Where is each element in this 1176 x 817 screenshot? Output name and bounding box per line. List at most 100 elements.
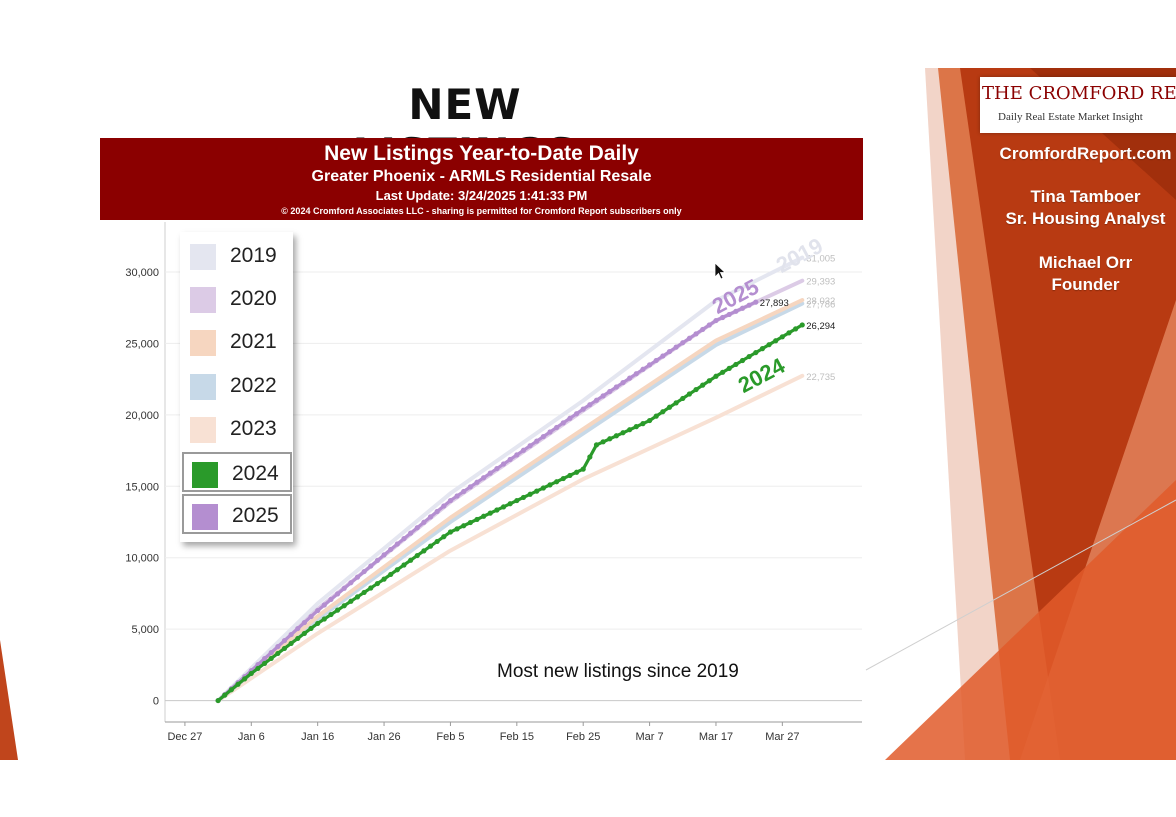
series-point-2025 bbox=[560, 420, 566, 426]
x-tick-label: Mar 27 bbox=[765, 731, 799, 743]
series-point-2024 bbox=[600, 439, 606, 445]
y-tick-label: 20,000 bbox=[125, 410, 159, 422]
legend-item-2024[interactable]: 2024 bbox=[182, 452, 292, 492]
end-label-2025: 27,893 bbox=[760, 298, 789, 309]
series-point-2024 bbox=[567, 472, 573, 479]
legend-swatch-2025 bbox=[192, 504, 218, 530]
end-label-2019: 31,005 bbox=[806, 254, 835, 265]
chart-title: New Listings Year-to-Date Daily bbox=[324, 142, 639, 165]
series-point-2025 bbox=[527, 443, 533, 449]
series-point-2024 bbox=[620, 430, 626, 436]
legend-item-2021[interactable]: 2021 bbox=[182, 322, 292, 362]
series-point-2024 bbox=[368, 585, 374, 591]
legend-label-2019: 2019 bbox=[230, 244, 277, 267]
series-big-label-2019: 2019 bbox=[772, 233, 827, 278]
person2-title: Founder bbox=[1051, 275, 1120, 294]
series-point-2024 bbox=[593, 442, 600, 448]
series-point-2024 bbox=[427, 543, 434, 549]
legend-swatch-2019 bbox=[190, 244, 216, 270]
series-point-2025 bbox=[354, 574, 361, 580]
legend-item-2020[interactable]: 2020 bbox=[182, 279, 292, 319]
series-point-2025 bbox=[720, 314, 726, 321]
series-point-2025 bbox=[434, 508, 440, 515]
chart-copyright: © 2024 Cromford Associates LLC - sharing… bbox=[281, 206, 682, 216]
series-point-2025 bbox=[421, 519, 427, 525]
series-point-2024 bbox=[706, 378, 712, 384]
series-point-2024 bbox=[627, 427, 633, 433]
legend-item-2023[interactable]: 2023 bbox=[182, 409, 292, 449]
legend-label-2021: 2021 bbox=[230, 330, 277, 353]
series-point-2025 bbox=[401, 535, 407, 542]
legend-label-2023: 2023 bbox=[230, 417, 277, 440]
series-point-2024 bbox=[388, 571, 394, 578]
y-tick-label: 25,000 bbox=[125, 338, 159, 350]
series-point-2025 bbox=[746, 302, 752, 308]
series-point-2024 bbox=[573, 469, 580, 475]
series-point-2025 bbox=[341, 585, 347, 591]
series-point-2025 bbox=[301, 619, 307, 626]
legend-label-2022: 2022 bbox=[230, 374, 277, 397]
series-line-2023 bbox=[216, 373, 805, 703]
series-point-2024 bbox=[467, 519, 473, 526]
series-point-2024 bbox=[733, 361, 739, 368]
series-point-2025 bbox=[487, 470, 493, 476]
legend-swatch-2022 bbox=[190, 374, 216, 400]
series-point-2024 bbox=[660, 409, 666, 415]
x-tick-label: Feb 25 bbox=[566, 731, 600, 743]
series-point-2024 bbox=[281, 645, 288, 652]
person1-name: Tina Tamboer bbox=[1030, 187, 1141, 206]
series-point-2024 bbox=[248, 670, 254, 677]
series-point-2024 bbox=[554, 479, 560, 485]
series-point-2024 bbox=[494, 507, 500, 513]
series-point-2025 bbox=[739, 305, 746, 311]
series-point-2025 bbox=[733, 308, 739, 314]
series-point-2025 bbox=[587, 402, 593, 408]
series-point-2024 bbox=[759, 346, 766, 352]
series-point-2024 bbox=[547, 482, 553, 488]
series-point-2024 bbox=[680, 395, 686, 402]
cromford-logo[interactable]: THE CROMFORD REPORT Daily Real Estate Ma… bbox=[980, 77, 1176, 133]
legend-item-2022[interactable]: 2022 bbox=[182, 366, 292, 406]
series-point-2024 bbox=[534, 488, 540, 494]
decor-band-bottom bbox=[885, 480, 1176, 760]
series-point-2024 bbox=[288, 640, 294, 647]
series-point-2024 bbox=[228, 687, 234, 693]
end-label-2023: 22,735 bbox=[806, 372, 835, 383]
series-point-2025 bbox=[680, 340, 686, 346]
series-point-2025 bbox=[500, 461, 507, 467]
series-point-2025 bbox=[600, 393, 606, 399]
legend-item-2019[interactable]: 2019 bbox=[182, 236, 292, 276]
series-point-2025 bbox=[268, 649, 274, 656]
series-point-2025 bbox=[427, 514, 434, 520]
chart-annotation: Most new listings since 2019 bbox=[497, 661, 739, 682]
series-point-2024 bbox=[633, 424, 639, 430]
y-tick-label: 10,000 bbox=[125, 553, 159, 565]
series-point-2024 bbox=[773, 338, 779, 344]
series-point-2025 bbox=[328, 596, 334, 603]
series-point-2024 bbox=[374, 580, 381, 587]
legend-item-2025[interactable]: 2025 bbox=[182, 494, 292, 534]
series-point-2025 bbox=[408, 530, 414, 536]
series-point-2025 bbox=[447, 497, 454, 504]
series-point-2025 bbox=[540, 433, 546, 440]
series-point-2025 bbox=[673, 344, 679, 350]
series-point-2024 bbox=[786, 330, 792, 336]
x-tick-label: Jan 6 bbox=[238, 731, 265, 743]
series-point-2024 bbox=[421, 548, 427, 554]
end-label-2024: 26,294 bbox=[806, 321, 835, 332]
series-point-2025 bbox=[627, 375, 633, 381]
series-point-2024 bbox=[686, 391, 693, 397]
series-point-2024 bbox=[334, 607, 341, 613]
series-point-2024 bbox=[268, 655, 274, 662]
series-point-2024 bbox=[653, 413, 659, 419]
series-point-2025 bbox=[753, 299, 759, 305]
legend-label-2020: 2020 bbox=[230, 287, 277, 310]
series-point-2025 bbox=[334, 591, 341, 597]
series-point-2025 bbox=[308, 613, 314, 620]
series-point-2024 bbox=[275, 650, 281, 657]
series-point-2024 bbox=[461, 523, 467, 529]
series-point-2025 bbox=[368, 563, 374, 569]
series-point-2024 bbox=[527, 491, 533, 497]
series-point-2025 bbox=[706, 322, 712, 328]
